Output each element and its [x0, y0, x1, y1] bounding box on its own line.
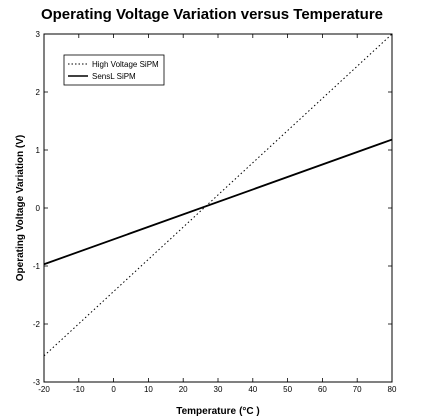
x-tick-label: -20	[38, 385, 50, 394]
y-tick-label: -2	[33, 320, 41, 329]
x-tick-label: 50	[283, 385, 292, 394]
x-tick-label: 40	[248, 385, 257, 394]
y-tick-label: -3	[33, 378, 41, 387]
plot-frame	[43, 33, 393, 383]
legend-label-sensl-sipm: SensL SiPM	[92, 72, 136, 81]
y-tick-label: -1	[33, 262, 41, 271]
x-tick-label: -10	[73, 385, 85, 394]
x-tick-label: 30	[214, 385, 223, 394]
y-tick-label: 2	[36, 88, 41, 97]
y-tick-label: 3	[36, 30, 41, 39]
y-tick-label: 0	[36, 204, 41, 213]
legend-label-high-voltage-sipm: High Voltage SiPM	[92, 60, 159, 69]
x-tick-label: 80	[388, 385, 397, 394]
y-axis-label: Operating Voltage Variation (V)	[15, 135, 26, 282]
series-line-sensl-sipm	[43, 138, 393, 266]
x-tick-label: 20	[179, 385, 188, 394]
x-axis-label-text: Temperature	[176, 406, 236, 417]
x-axis-label-unit: (°C )	[239, 406, 260, 417]
y-tick-label: 1	[36, 146, 41, 155]
legend-box	[63, 54, 165, 86]
x-tick-label: 0	[111, 385, 116, 394]
chart-title: Operating Voltage Variation versus Tempe…	[41, 6, 383, 23]
series-line-high-voltage-sipm	[43, 33, 393, 357]
x-tick-label: 70	[353, 385, 362, 394]
x-axis-label: Temperature (°C )	[176, 406, 260, 417]
x-tick-label: 60	[318, 385, 327, 394]
legend: High Voltage SiPM SensL SiPM	[63, 54, 165, 86]
x-tick-label: 10	[144, 385, 153, 394]
